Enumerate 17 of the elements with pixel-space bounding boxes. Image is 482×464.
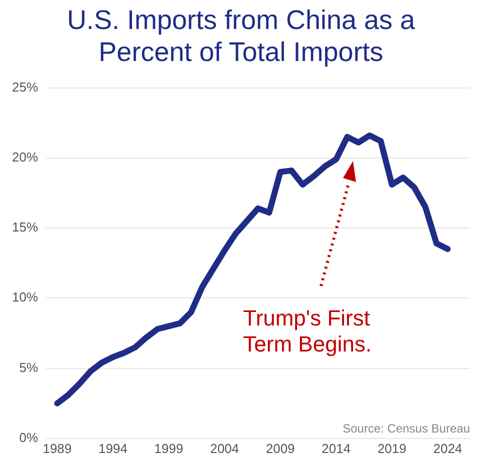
annotation: Source: Census Bureau <box>342 422 470 436</box>
x-tick-label: 1994 <box>98 440 128 456</box>
x-tick-label: 2009 <box>266 440 295 456</box>
y-tick-label: 5% <box>19 360 38 375</box>
x-tick-label: 1999 <box>154 440 184 456</box>
x-tick-label: 2004 <box>210 440 239 456</box>
x-tick-label: 1989 <box>42 440 72 456</box>
annotation: Trump's First Term Begins. <box>243 305 372 356</box>
x-tick-label: 2014 <box>322 440 351 456</box>
x-tick-label: 2024 <box>433 440 462 456</box>
y-tick-label: 10% <box>12 290 38 305</box>
y-tick-label: 0% <box>19 430 38 445</box>
x-tick-label: 2019 <box>377 440 406 456</box>
y-tick-label: 20% <box>12 150 38 164</box>
y-tick-label: 15% <box>12 220 38 235</box>
y-tick-label: 25% <box>12 79 38 94</box>
chart-title: U.S. Imports from China as a Percent of Total Imports <box>66 4 416 69</box>
